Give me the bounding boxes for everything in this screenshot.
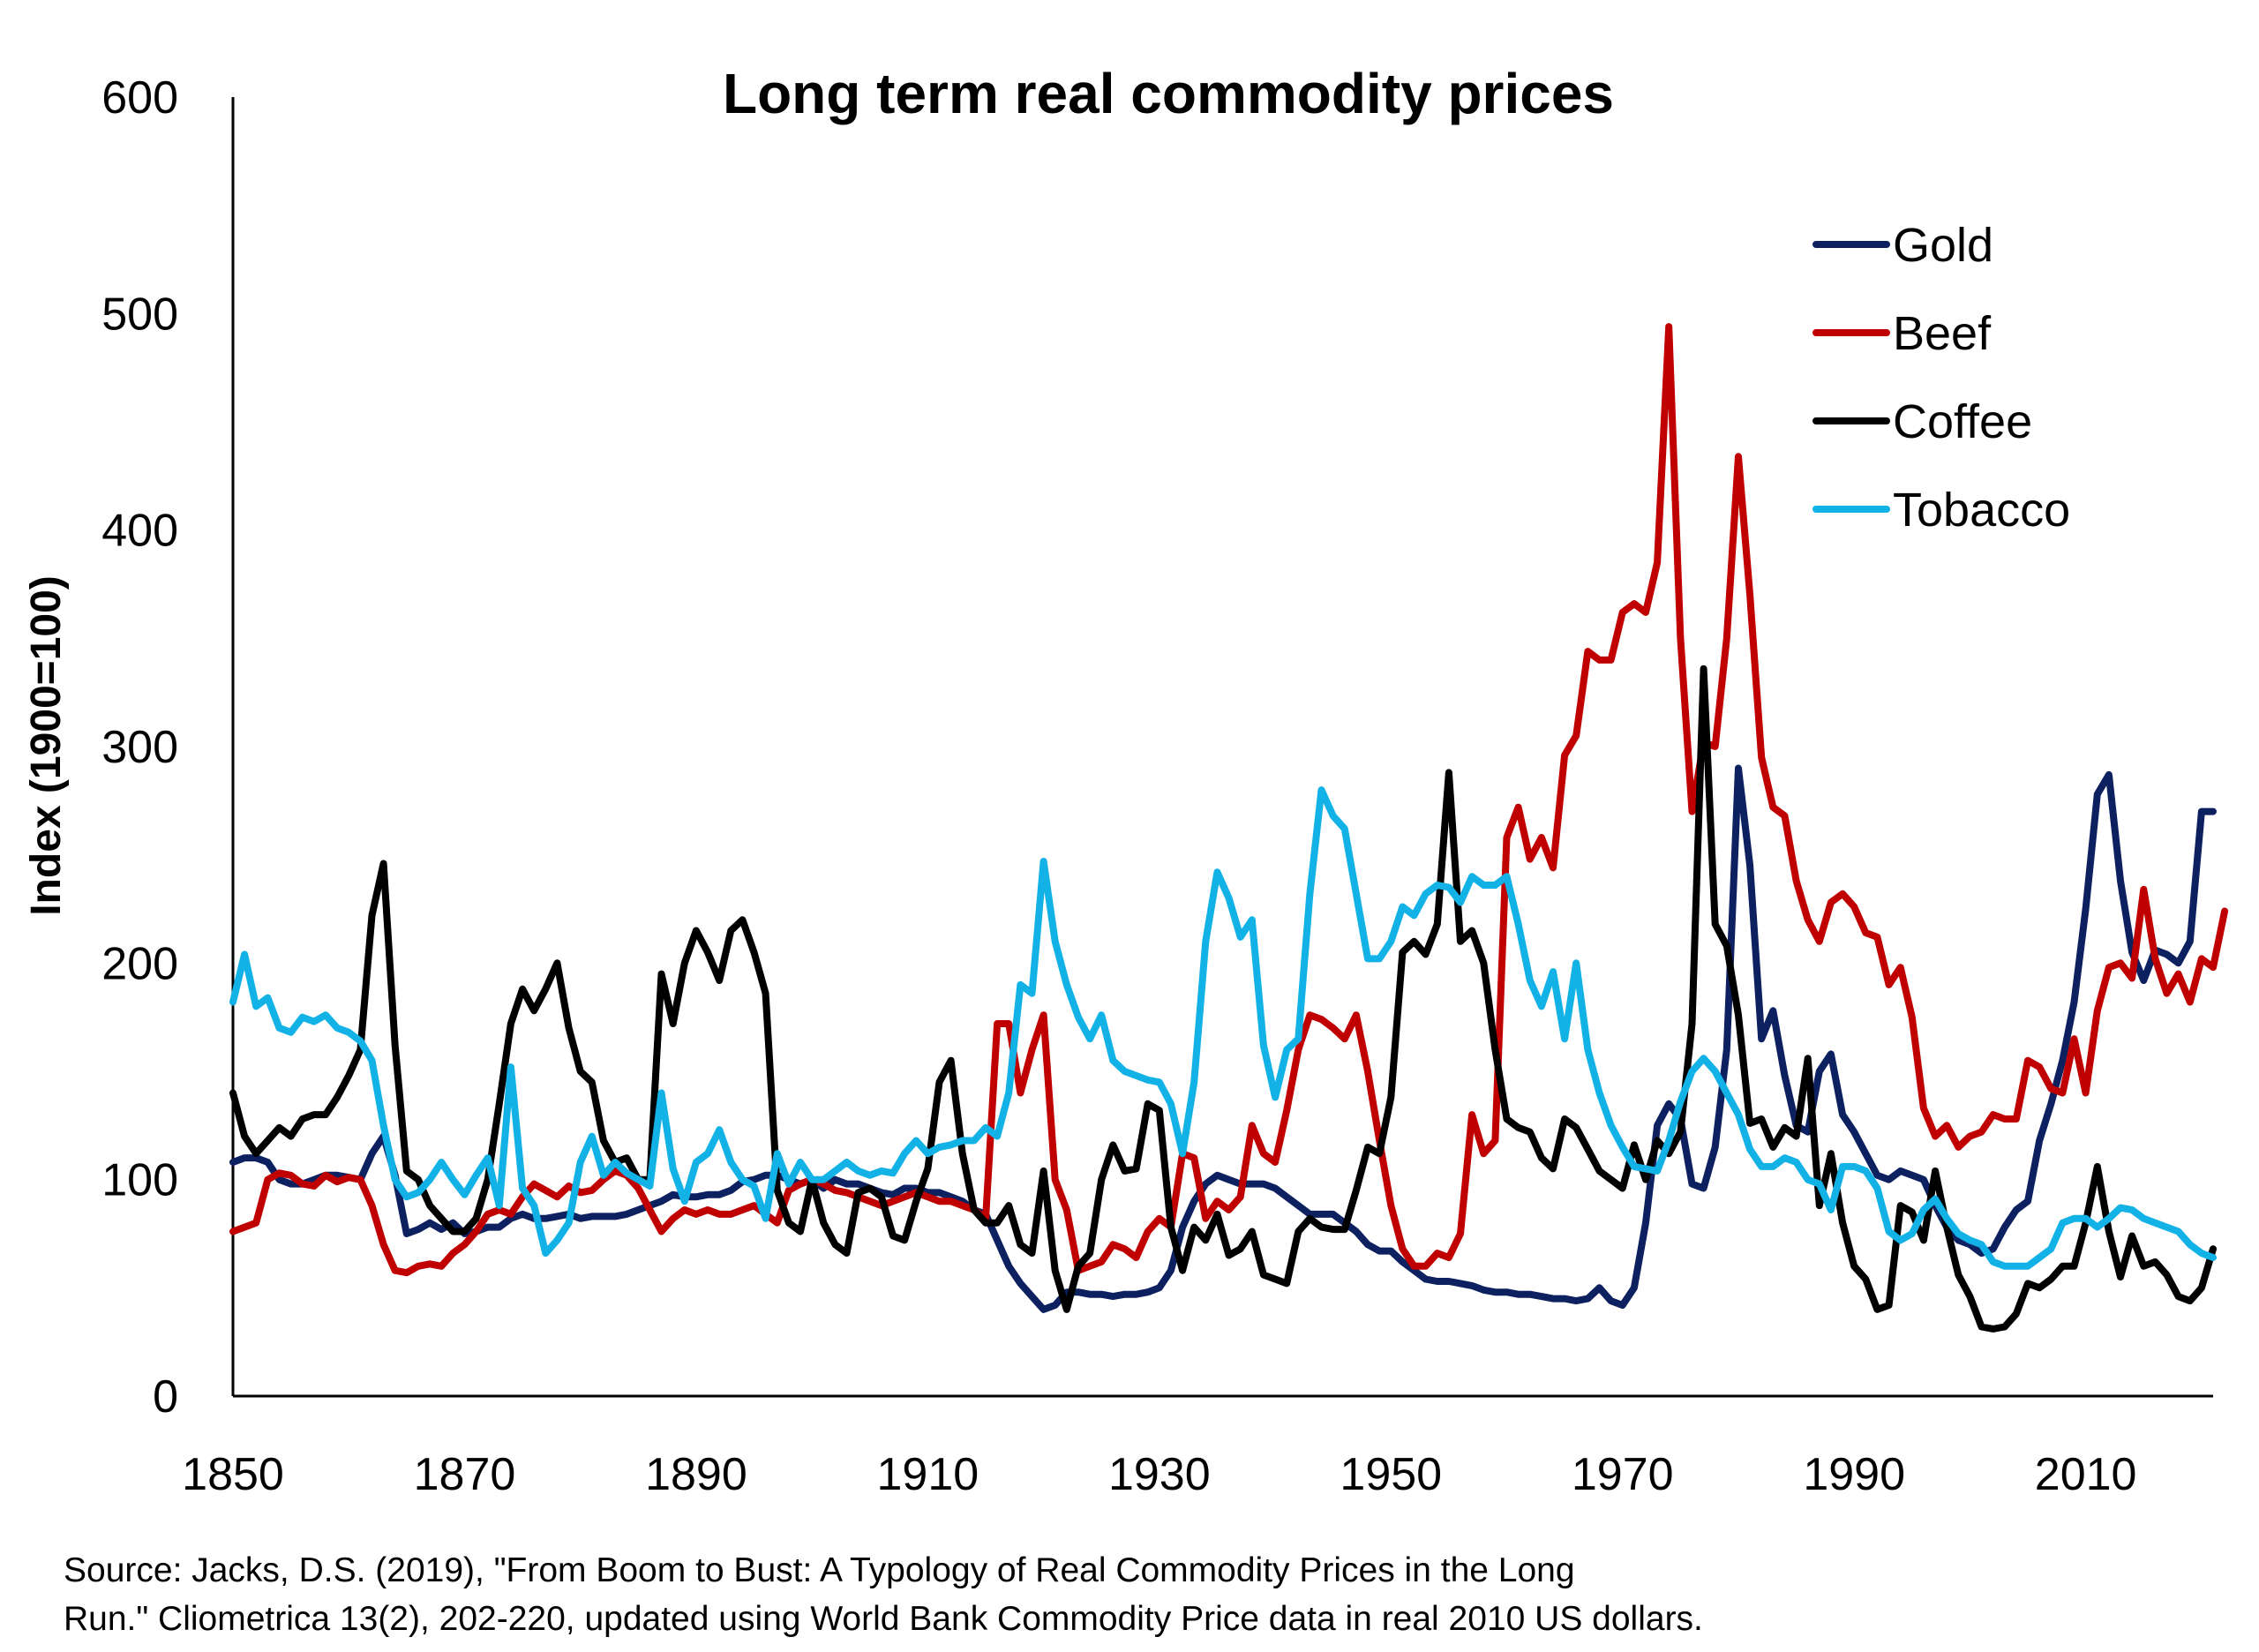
x-tick-label: 1910 <box>877 1449 979 1500</box>
y-axis-label: Index (1900=100) <box>23 575 70 916</box>
series-line-tobacco <box>229 786 2217 1270</box>
source-line-2: Run." Cliometrica 13(2), 202-220, update… <box>64 1600 1703 1638</box>
y-tick-label: 400 <box>101 506 178 557</box>
legend-label-coffee: Coffee <box>1893 395 2032 448</box>
chart-title: Long term real commodity prices <box>723 62 1614 125</box>
series-line-beef <box>229 323 2229 1277</box>
x-tick-label: 1850 <box>182 1449 284 1500</box>
y-tick-label: 600 <box>101 72 178 124</box>
x-tick-label: 2010 <box>2035 1449 2137 1500</box>
y-tick-label: 300 <box>101 722 178 773</box>
y-tick-label: 500 <box>101 289 178 340</box>
x-tick-label: 1930 <box>1108 1449 1211 1500</box>
series-line-gold <box>229 764 2217 1313</box>
x-tick-label: 1990 <box>1803 1449 1905 1500</box>
legend: Gold Beef Coffee Tobacco <box>1812 219 2070 537</box>
y-tick-labels: 0 100 200 300 400 500 600 <box>101 72 178 1423</box>
series-line-coffee <box>229 665 2217 1333</box>
x-tick-label: 1970 <box>1572 1449 1674 1500</box>
x-tick-labels: 1850 1870 1890 1910 1930 1950 1970 1990 2010 <box>182 1449 2136 1500</box>
x-tick-label: 1890 <box>645 1449 747 1500</box>
source-line-1: Source: Jacks, D.S. (2019), "From Boom t… <box>64 1551 1575 1589</box>
legend-label-beef: Beef <box>1893 307 1992 360</box>
axes <box>231 97 2213 1398</box>
legend-label-gold: Gold <box>1893 219 1993 272</box>
plot-lines <box>229 323 2229 1333</box>
source-note: Source: Jacks, D.S. (2019), "From Boom t… <box>64 1546 2217 1643</box>
x-tick-label: 1950 <box>1340 1449 1442 1500</box>
y-tick-label: 0 <box>153 1371 178 1423</box>
y-tick-label: 100 <box>101 1155 178 1206</box>
x-tick-label: 1870 <box>414 1449 516 1500</box>
legend-label-tobacco: Tobacco <box>1893 484 2070 537</box>
y-tick-label: 200 <box>101 938 178 989</box>
